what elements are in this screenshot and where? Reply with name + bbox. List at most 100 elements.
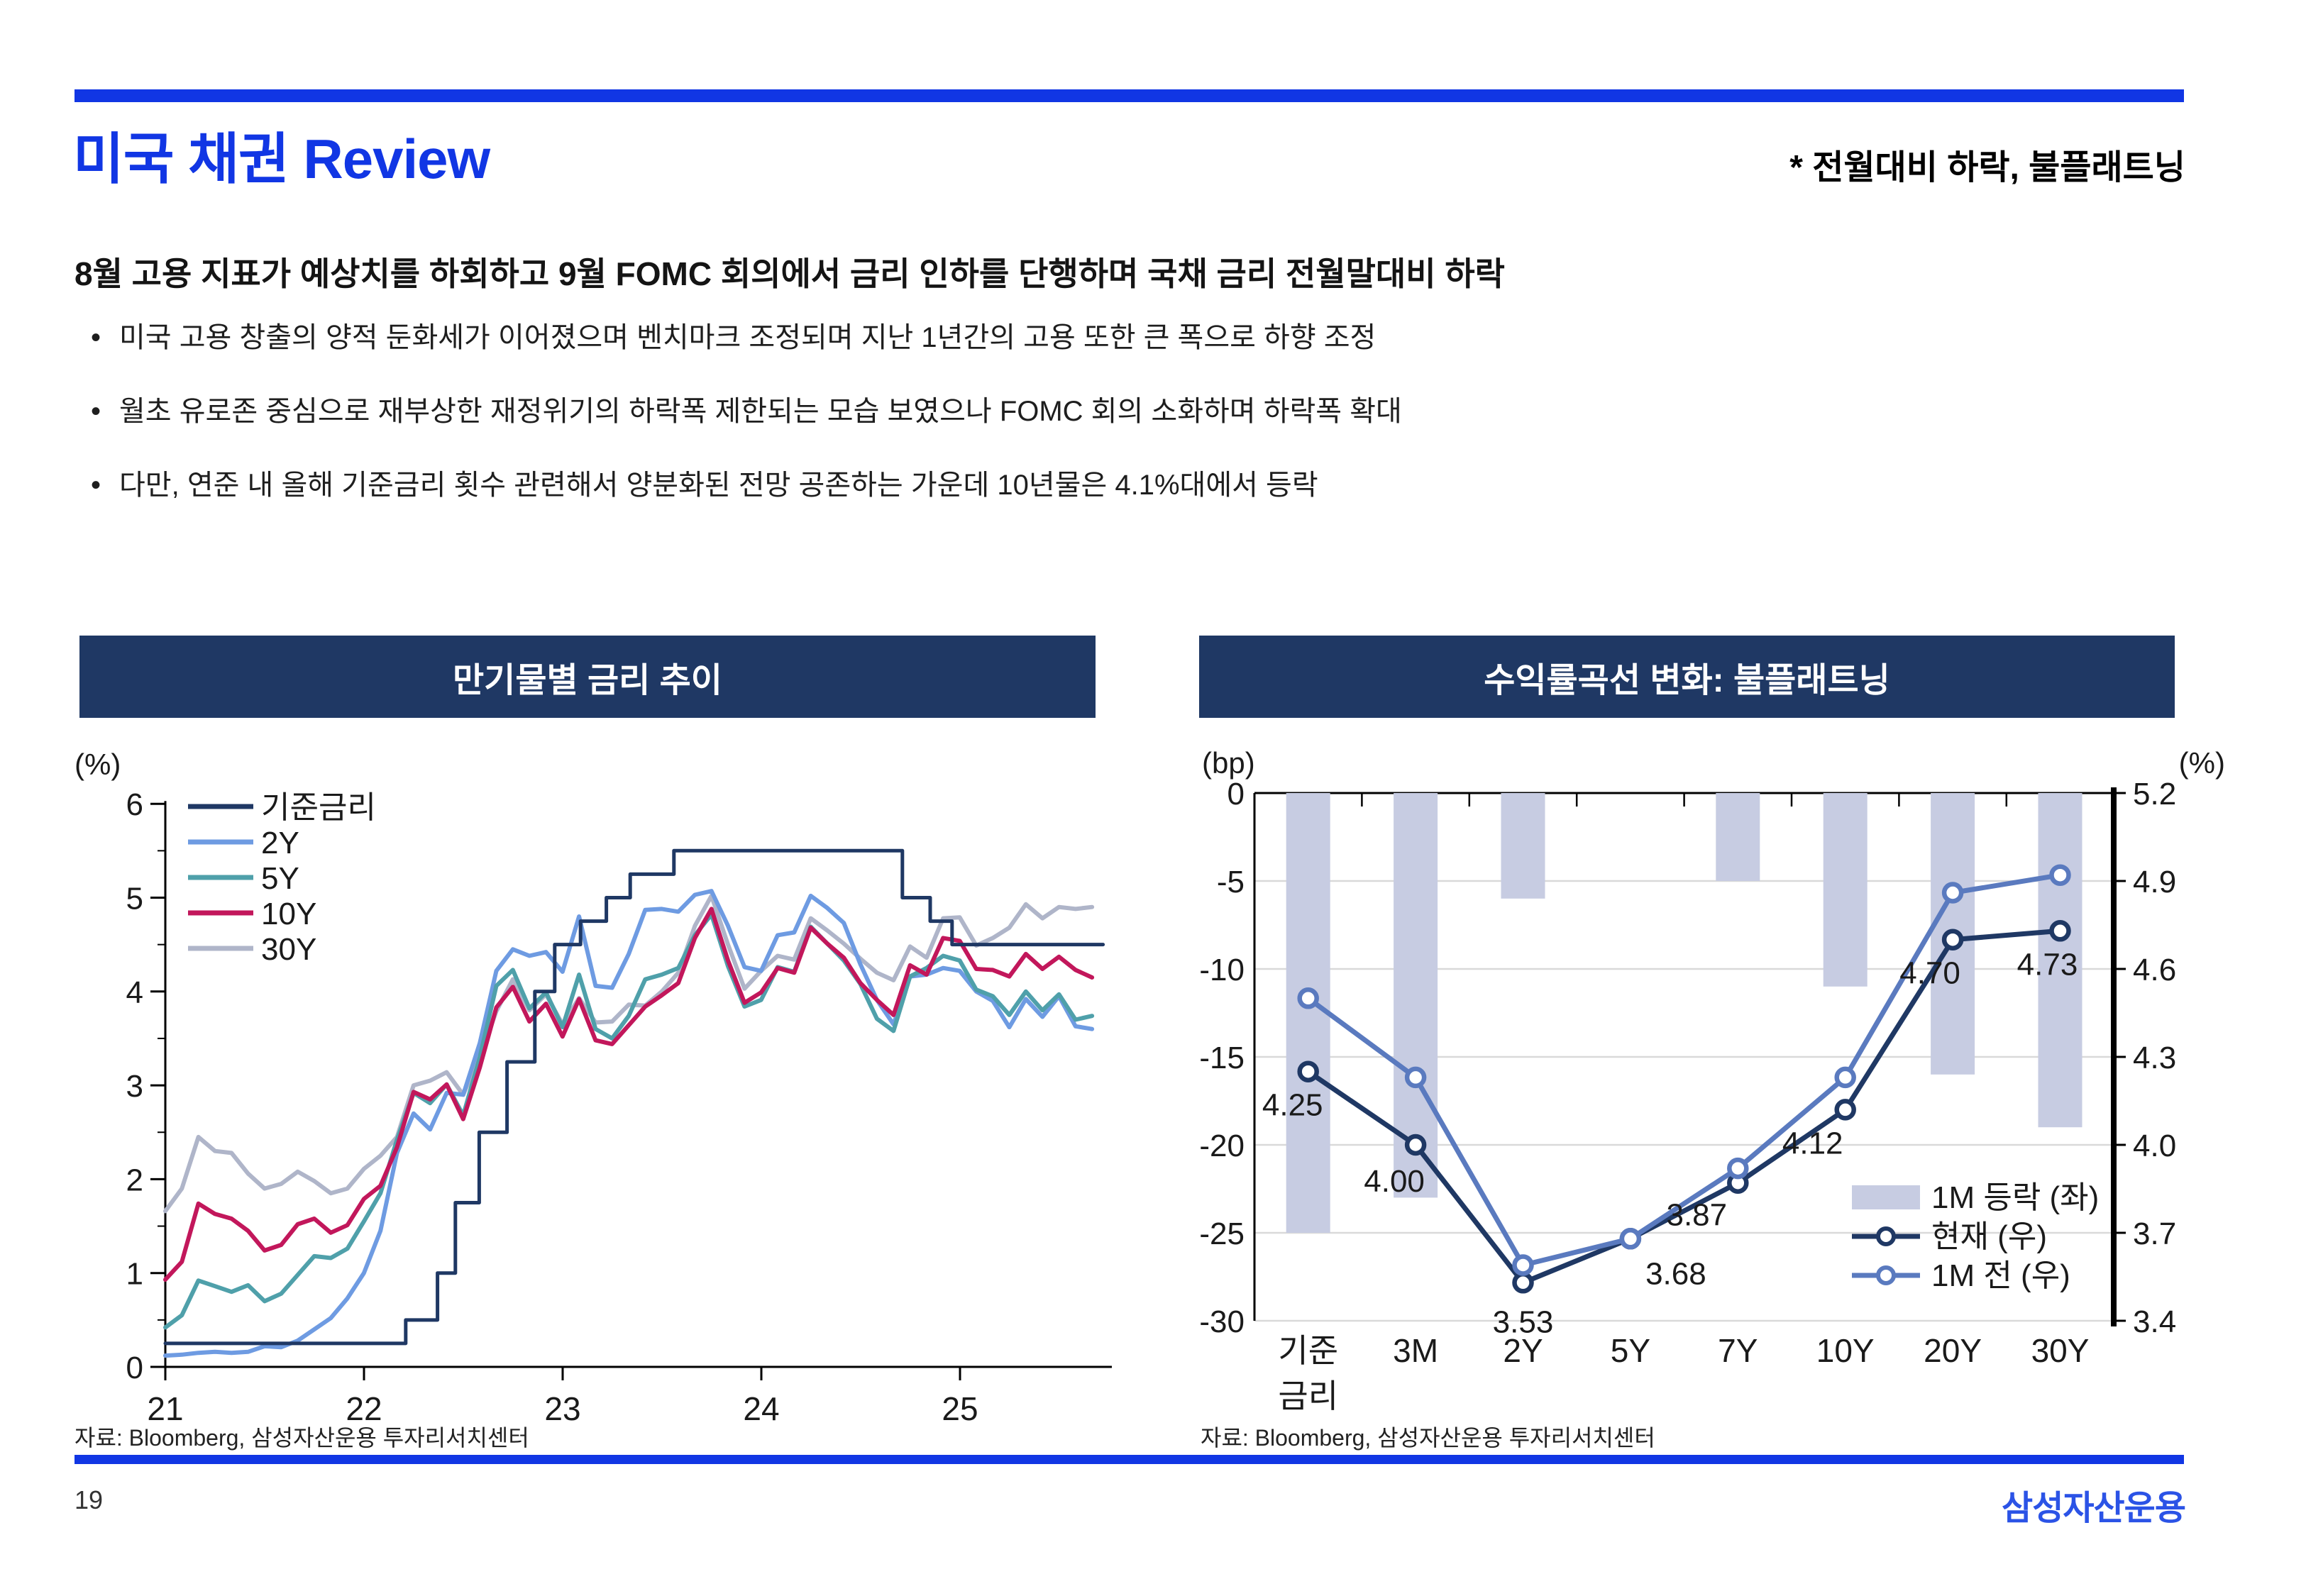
data-marker xyxy=(1512,1272,1534,1294)
series-line-30Y xyxy=(163,893,1095,1214)
data-marker xyxy=(1834,1066,1856,1089)
left-chart-source: 자료: Bloomberg, 삼성자산운용 투자리서치센터 xyxy=(75,1425,529,1451)
value-label: 4.73 xyxy=(2017,947,2078,982)
bullet-item: 다만, 연준 내 올해 기준금리 횟수 관련해서 양분화된 전망 공존하는 가운… xyxy=(85,468,2001,502)
category-label: 20Y xyxy=(1924,1332,1982,1369)
left-chart-title: 만기물별 금리 추이 xyxy=(453,662,722,699)
y-tick-label: 5 xyxy=(126,882,143,916)
bar-1m-change xyxy=(1823,793,1868,987)
left-tick-label: -30 xyxy=(1199,1304,1245,1339)
data-marker xyxy=(1834,1099,1856,1121)
left-tick-label: -20 xyxy=(1199,1129,1245,1163)
category-label: 2Y xyxy=(1503,1332,1543,1369)
right-chart-title: 수익률곡선 변화: 불플래트닝 xyxy=(1484,662,1890,699)
data-marker xyxy=(1512,1254,1534,1276)
right-tick-label: 3.4 xyxy=(2133,1304,2176,1339)
bar-1m-change xyxy=(1394,793,1438,1198)
legend-marker xyxy=(1876,1265,1896,1285)
right-tick-label: 4.3 xyxy=(2133,1041,2176,1075)
title-note: * 전월대비 하락, 불플래트닝 xyxy=(1789,149,2185,187)
headline: 8월 고용 지표가 예상치를 하회하고 9월 FOMC 회의에서 금리 인하를 … xyxy=(75,255,1505,292)
legend-bar-swatch xyxy=(1852,1185,1920,1209)
left-axis-unit: (bp) xyxy=(1202,746,1255,780)
series-line-1M 전 (우) xyxy=(1306,872,2061,1268)
data-marker xyxy=(1619,1228,1642,1250)
y-tick-label: 3 xyxy=(126,1069,143,1104)
value-label: 4.12 xyxy=(1782,1126,1843,1160)
data-marker xyxy=(1404,1066,1427,1089)
legend-label: 1M 등락 (좌) xyxy=(1931,1180,2099,1215)
right-chart-title-banner: 수익률곡선 변화: 불플래트닝 xyxy=(1199,636,2175,718)
bullet-list: 미국 고용 창출의 양적 둔화세가 이어졌으며 벤치마크 조정되며 지난 1년간… xyxy=(85,321,2001,542)
legend-label: 현재 (우) xyxy=(1931,1219,2047,1254)
x-tick-label: 21 xyxy=(147,1390,183,1427)
data-marker xyxy=(2049,920,2071,942)
bar-1m-change xyxy=(1716,793,1760,881)
x-tick-label: 25 xyxy=(942,1390,978,1427)
y-tick-label: 6 xyxy=(126,787,143,822)
right-tick-label: 5.2 xyxy=(2133,777,2176,811)
yield-curve-change-chart: (bp) (%) 0 -5 -10 -15 -20 -25 -30 5.2 4.9 4.6 4.3 4.0… xyxy=(1199,746,2225,1414)
bar-1m-change xyxy=(1501,793,1545,899)
y-tick-label: 0 xyxy=(126,1351,143,1385)
bottom-divider xyxy=(75,1455,2184,1464)
legend-label: 5Y xyxy=(261,861,299,896)
left-tick-label: -15 xyxy=(1199,1041,1245,1075)
value-label: 4.70 xyxy=(1899,956,1960,991)
left-tick-label: -25 xyxy=(1199,1217,1245,1251)
value-label: 3.53 xyxy=(1493,1304,1554,1339)
x-tick-label: 23 xyxy=(544,1390,580,1427)
bar-1m-change xyxy=(1286,793,1330,1233)
bar-1m-change xyxy=(2038,793,2082,1128)
value-label: 3.68 xyxy=(1645,1256,1706,1291)
legend-label: 10Y xyxy=(261,897,316,931)
value-label: 3.87 xyxy=(1666,1198,1727,1233)
category-label: 10Y xyxy=(1816,1332,1875,1369)
category-label: 금리 xyxy=(1278,1378,1338,1414)
value-label: 4.00 xyxy=(1364,1164,1425,1199)
y-tick-label: 4 xyxy=(126,975,143,1010)
x-tick-label: 22 xyxy=(346,1390,382,1427)
bullet-item: 미국 고용 창출의 양적 둔화세가 이어졌으며 벤치마크 조정되며 지난 1년간… xyxy=(85,321,2001,355)
left-tick-label: -5 xyxy=(1217,865,1245,899)
series-line-현재 (우) xyxy=(1306,928,2060,1285)
left-tick-label: -10 xyxy=(1199,953,1245,987)
category-label: 7Y xyxy=(1718,1332,1758,1369)
left-axis-unit: (%) xyxy=(75,748,121,781)
right-tick-label: 3.7 xyxy=(2133,1217,2176,1251)
left-tick-label: 0 xyxy=(1228,777,1245,811)
data-marker xyxy=(1297,987,1319,1009)
right-axis-unit: (%) xyxy=(2179,746,2225,780)
legend-label: 30Y xyxy=(261,932,316,967)
data-marker xyxy=(2049,864,2071,886)
page-title: 미국 채권 Review xyxy=(73,128,490,190)
data-marker xyxy=(1941,882,1964,904)
bullet-item: 월초 유로존 중심으로 재부상한 재정위기의 하락폭 제한되는 모습 보였으나 … xyxy=(85,394,2001,428)
data-marker xyxy=(1297,1060,1319,1082)
series-line-기준금리 xyxy=(163,848,1105,1346)
legend-label: 2Y xyxy=(261,826,299,860)
y-tick-label: 2 xyxy=(126,1163,143,1197)
legend-label: 기준금리 xyxy=(261,790,376,825)
data-marker xyxy=(1727,1157,1749,1180)
series-line-2Y xyxy=(163,889,1095,1358)
legend-label: 1M 전 (우) xyxy=(1931,1258,2070,1293)
category-label: 3M xyxy=(1393,1332,1438,1369)
category-label: 30Y xyxy=(2031,1332,2090,1369)
page-number: 19 xyxy=(75,1485,104,1514)
right-tick-label: 4.6 xyxy=(2133,953,2176,987)
right-tick-label: 4.0 xyxy=(2133,1129,2176,1163)
right-chart-source: 자료: Bloomberg, 삼성자산운용 투자리서치센터 xyxy=(1201,1425,1655,1451)
data-marker xyxy=(1941,929,1964,951)
left-chart-title-banner: 만기물별 금리 추이 xyxy=(79,636,1096,718)
category-label: 5Y xyxy=(1611,1332,1650,1369)
y-tick-label: 1 xyxy=(126,1257,143,1292)
legend-marker xyxy=(1876,1226,1896,1246)
top-divider xyxy=(75,89,2184,102)
category-label: 기준 xyxy=(1278,1332,1338,1369)
series-line-10Y xyxy=(163,907,1095,1282)
right-tick-label: 4.9 xyxy=(2133,865,2176,899)
value-label: 4.25 xyxy=(1262,1088,1323,1123)
